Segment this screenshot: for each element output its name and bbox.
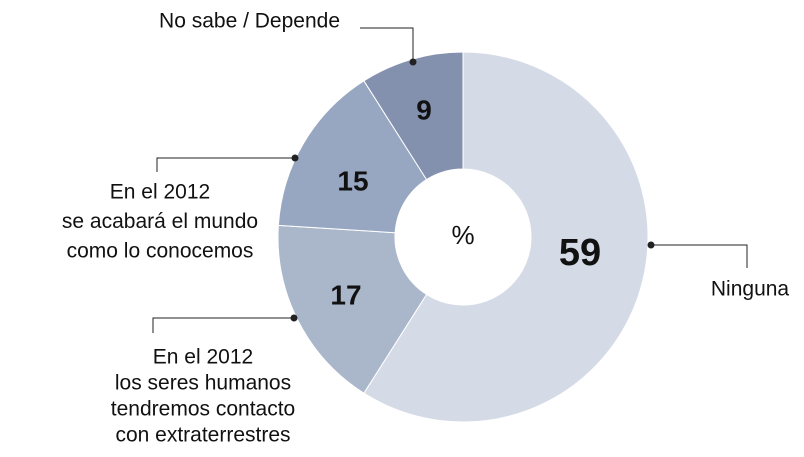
category-label: Ninguna bbox=[711, 278, 790, 301]
leader-dot bbox=[409, 58, 417, 66]
value-label: 17 bbox=[330, 279, 361, 310]
category-label: En el 2012 bbox=[110, 181, 210, 204]
category-label: En el 2012 bbox=[153, 346, 253, 369]
category-label: se acabará el mundo bbox=[62, 210, 258, 233]
leader-line bbox=[152, 317, 294, 333]
leader-line bbox=[360, 27, 414, 62]
value-label: 9 bbox=[416, 94, 432, 125]
leader-dot bbox=[291, 154, 299, 162]
donut-slice bbox=[277, 224, 428, 394]
value-label: 15 bbox=[337, 165, 368, 196]
leader-dot bbox=[647, 241, 655, 249]
donut-slice bbox=[363, 51, 464, 181]
category-label: los seres humanos bbox=[115, 372, 291, 395]
leader-line bbox=[156, 157, 295, 172]
donut-slice bbox=[363, 51, 649, 423]
value-label: 59 bbox=[559, 232, 601, 274]
category-label: como lo conocemos bbox=[67, 240, 254, 263]
leader-dot bbox=[290, 314, 298, 322]
center-label: % bbox=[451, 220, 474, 250]
category-label: No sabe / Depende bbox=[159, 10, 340, 33]
donut-slice bbox=[277, 80, 428, 234]
leader-line bbox=[651, 244, 748, 268]
category-label: con extraterrestres bbox=[115, 424, 290, 447]
category-label: tendremos contacto bbox=[111, 398, 295, 421]
